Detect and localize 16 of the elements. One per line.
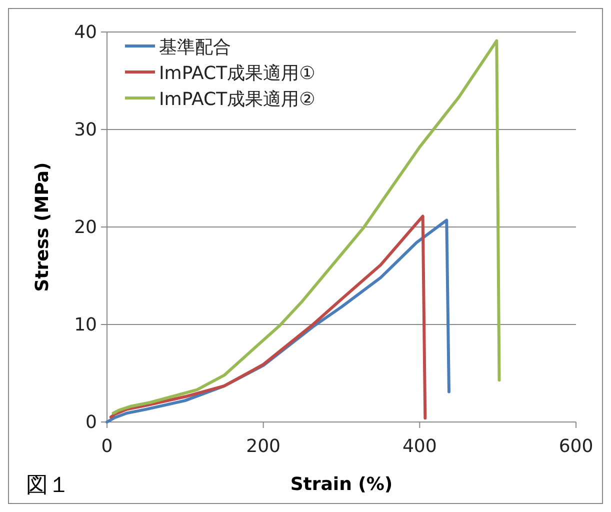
y-axis-title: Stress (MPa) xyxy=(32,162,53,292)
caption: 図１ xyxy=(26,473,70,498)
y-tick-label: 20 xyxy=(74,217,97,238)
x-tick-label: 0 xyxy=(101,436,113,457)
x-tick-label: 400 xyxy=(402,436,437,457)
y-tick-label: 0 xyxy=(86,412,97,433)
y-tick-label: 40 xyxy=(74,22,97,43)
legend-label: ImPACT成果適用② xyxy=(159,89,316,110)
legend-label: ImPACT成果適用① xyxy=(159,63,316,84)
x-axis-title: Strain (%) xyxy=(290,474,393,495)
x-tick-label: 200 xyxy=(246,436,281,457)
y-tick-label: 30 xyxy=(74,120,97,140)
legend-label: 基準配合 xyxy=(159,37,231,58)
y-tick-label: 10 xyxy=(74,314,97,336)
x-tick-label: 600 xyxy=(558,436,594,457)
line-series xyxy=(112,39,501,415)
